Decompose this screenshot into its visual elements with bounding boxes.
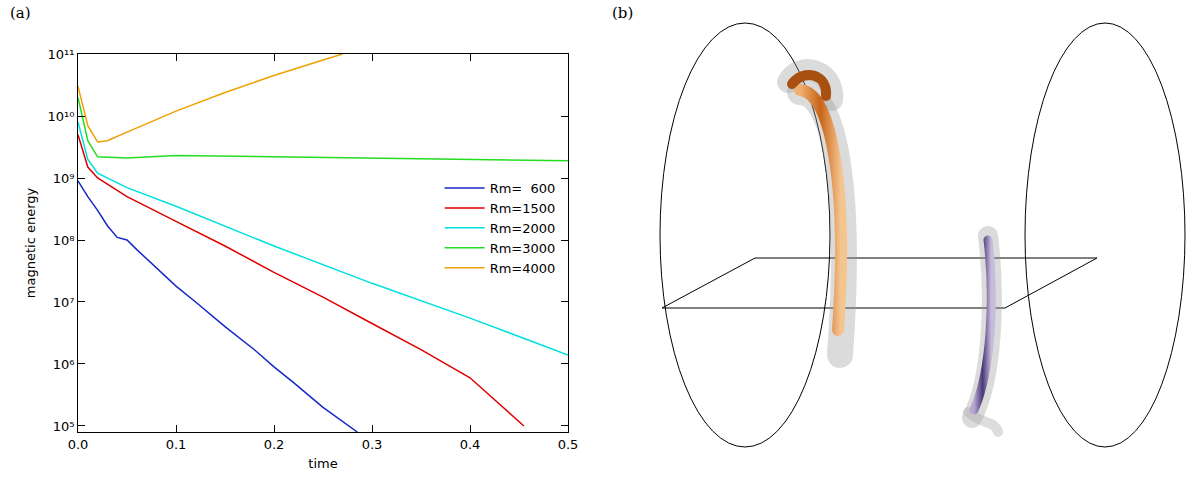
svg-text:Rm=3000: Rm=3000 <box>490 241 556 256</box>
svg-text:0.1: 0.1 <box>166 437 187 452</box>
svg-text:magnetic energy: magnetic energy <box>23 187 38 298</box>
svg-text:Rm= 600: Rm= 600 <box>490 181 556 196</box>
svg-text:10¹¹: 10¹¹ <box>47 47 74 62</box>
svg-text:0.2: 0.2 <box>264 437 285 452</box>
svg-text:Rm=2000: Rm=2000 <box>490 221 556 236</box>
svg-text:0.3: 0.3 <box>362 437 383 452</box>
svg-text:10⁷: 10⁷ <box>53 295 75 310</box>
svg-text:Rm=4000: Rm=4000 <box>490 261 556 276</box>
svg-text:10⁸: 10⁸ <box>53 233 75 248</box>
svg-text:10⁹: 10⁹ <box>53 171 75 186</box>
svg-text:Rm=1500: Rm=1500 <box>490 201 556 216</box>
svg-text:0.4: 0.4 <box>460 437 481 452</box>
svg-text:10¹⁰: 10¹⁰ <box>47 109 74 124</box>
svg-text:0.5: 0.5 <box>558 437 579 452</box>
svg-text:0.0: 0.0 <box>68 437 89 452</box>
svg-text:10⁶: 10⁶ <box>53 357 75 372</box>
html-text:(b): (b) <box>612 4 634 22</box>
svg-text:10⁵: 10⁵ <box>53 419 75 434</box>
html-text:(a): (a) <box>10 4 31 22</box>
svg-text:time: time <box>308 456 337 471</box>
